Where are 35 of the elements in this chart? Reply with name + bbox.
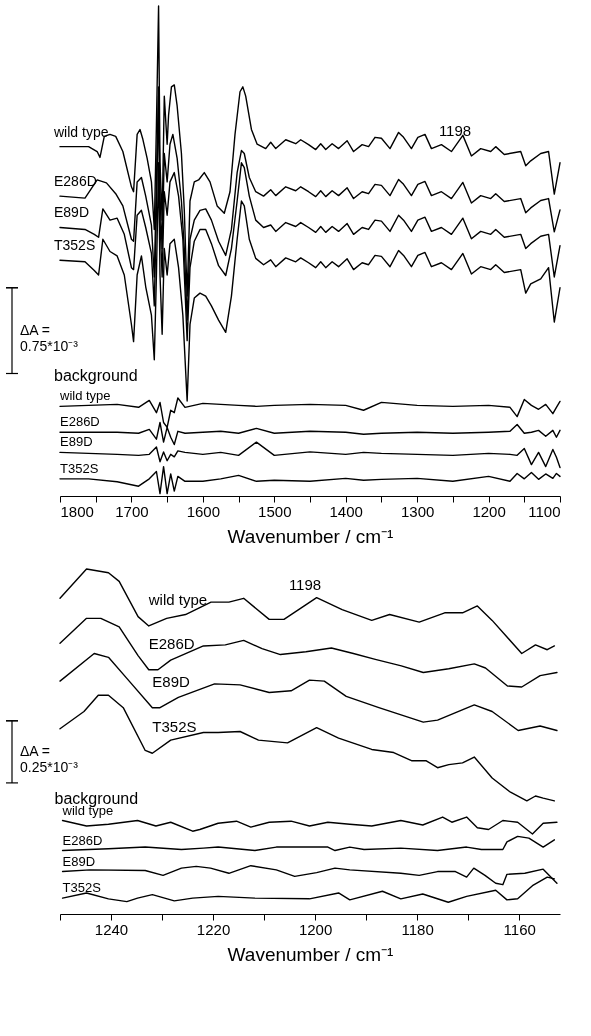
series-label: E286D [62,832,103,848]
series-label: T352S [62,880,102,896]
series-label: T352S [54,237,96,254]
annotation: ΔA = 0.75*10⁻³ [20,321,79,354]
series-label: wild type [53,123,109,140]
x-tick-label: 1800 [60,502,94,520]
annotation: 1198 [288,575,322,593]
x-tick-label: 1180 [401,920,434,938]
x-tick-label: 1100 [528,502,561,520]
x-tick-label: 1200 [472,502,506,520]
series-label: T352S [60,460,99,476]
x-tick-label: 1700 [115,502,149,520]
series-label: E286D [60,414,100,430]
series-label: wild type [59,388,111,404]
series-label: T352S [152,718,197,736]
series-label: wild type [147,590,208,608]
annotation: 1198 [438,121,472,139]
x-axis-title: Wavenumber / cm⁻¹ [227,525,394,547]
annotation: background [54,367,138,385]
series-label: E89D [62,853,96,869]
series-label: E89D [54,204,90,221]
x-tick-label: 1500 [258,502,292,520]
x-tick-label: 1400 [329,502,363,520]
x-tick-label: 1220 [196,920,231,938]
series-label: E286D [148,634,195,652]
annotation: ΔA = 0.25*10⁻³ [20,742,79,775]
series-label: E89D [152,672,191,690]
x-tick-label: 1240 [94,920,129,938]
x-tick-label: 1300 [400,502,435,520]
x-tick-label: 1600 [186,502,221,520]
x-tick-label: 1200 [298,920,333,938]
x-axis-title: Wavenumber / cm⁻¹ [227,943,394,965]
series-label: E89D [60,434,93,450]
x-tick-label: 1160 [503,920,536,938]
series-label: E286D [54,173,97,190]
